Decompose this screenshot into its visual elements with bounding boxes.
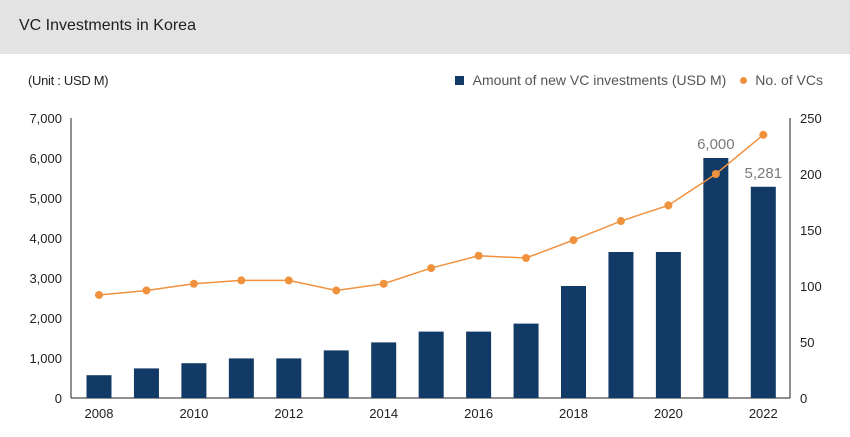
line-point [427,264,436,273]
bar [750,186,776,398]
bar [418,331,444,398]
x-tick-label: 2022 [749,406,778,421]
bar [228,358,254,398]
line-point [189,279,198,288]
line-point [95,290,103,299]
legend: Amount of new VC investments (USD M) No.… [441,72,823,88]
y-right-tick-label: 200 [800,167,822,182]
line-point [284,276,293,285]
legend-item-investments: Amount of new VC investments (USD M) [454,72,727,88]
x-tick-label: 2018 [559,406,588,421]
x-tick-label: 2014 [369,406,398,421]
bar-data-label: 6,000 [697,136,735,153]
chart-title: VC Investments in Korea [19,17,196,34]
bar [276,358,302,398]
legend-swatch-dot [740,76,748,84]
y-right-tick-label: 150 [800,223,822,238]
line-point [142,286,151,295]
y-right-tick-label: 250 [800,111,822,126]
legend-label-vcs: No. of VCs [755,72,823,88]
y-right-tick-label: 50 [800,335,814,350]
y-left-tick-label: 0 [55,391,62,406]
y-left-tick-label: 5,000 [29,191,62,206]
bar [561,286,586,398]
line-point [237,276,246,285]
line-point [474,251,483,260]
bar-data-label: 5,281 [745,165,783,182]
bar [86,375,112,398]
bar [466,331,492,398]
line-point [379,279,388,288]
line-point [522,254,531,262]
bar [323,350,349,398]
y-left-tick-label: 7,000 [29,111,62,126]
legend-swatch-bar [454,75,464,85]
y-left-tick-label: 6,000 [29,151,62,166]
x-tick-label: 2010 [179,406,208,421]
y-left-tick-label: 3,000 [29,271,62,286]
line-point [569,236,578,245]
line-point [616,217,625,226]
bar [371,342,397,398]
y-right-tick-label: 0 [800,391,807,406]
bar [655,252,681,398]
legend-label-investments: Amount of new VC investments (USD M) [472,72,727,88]
y-left-tick-label: 1,000 [29,351,62,366]
line-point [664,201,673,210]
unit-label: (Unit : USD M) [28,73,109,88]
y-right-tick-label: 100 [800,279,822,294]
bar [513,323,539,398]
bar [608,252,634,398]
chart-header: VC Investments in Korea [0,0,850,54]
bar [181,363,207,398]
bar [703,158,729,398]
y-left-tick-label: 4,000 [29,231,62,246]
bar [133,368,159,398]
legend-item-vcs: No. of VCs [740,72,823,88]
x-tick-label: 2016 [464,406,493,421]
x-tick-label: 2020 [654,406,683,421]
line-point [759,130,768,139]
x-tick-label: 2008 [85,406,114,421]
y-left-tick-label: 2,000 [29,311,62,326]
line-point [332,286,341,295]
line-point [711,170,720,178]
x-tick-label: 2012 [274,406,303,421]
